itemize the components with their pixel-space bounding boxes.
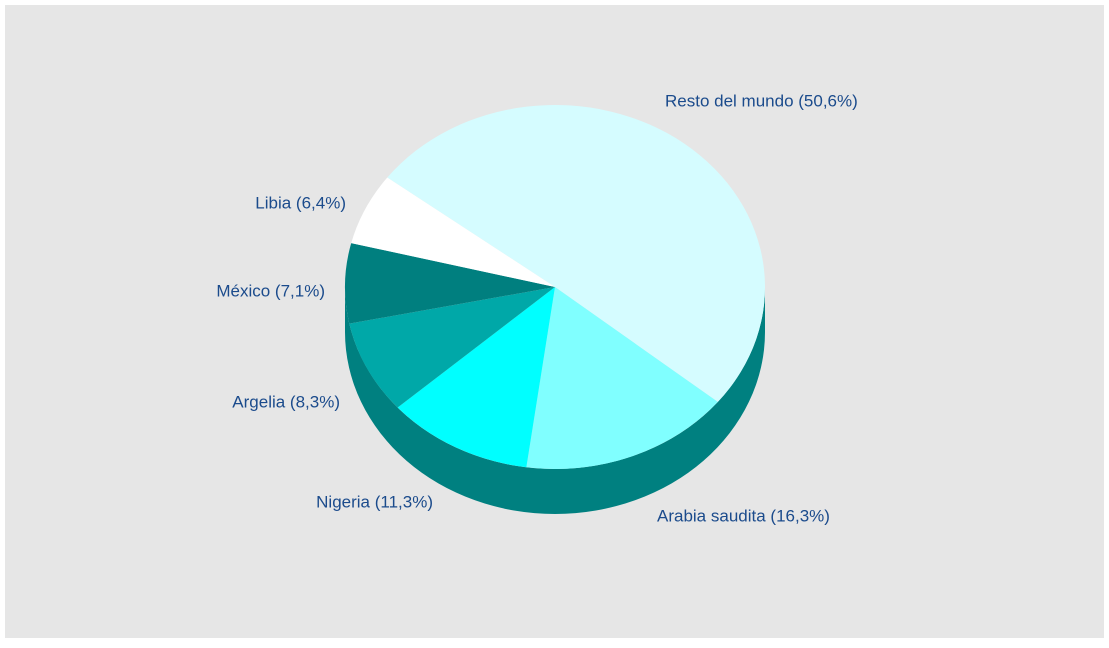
pie-slice xyxy=(397,287,555,468)
slice-label: México (7,1%) xyxy=(216,281,325,300)
pie-side xyxy=(345,287,765,514)
slice-label: Argelia (8,3%) xyxy=(232,392,340,411)
slice-label: Arabia saudita (16,3%) xyxy=(657,506,830,525)
pie-slice xyxy=(349,287,555,408)
slice-label: Resto del mundo (50,6%) xyxy=(665,91,858,110)
pie-slice xyxy=(387,105,765,402)
pie-slice xyxy=(526,287,718,469)
pie-slice xyxy=(351,177,555,287)
pie-slice xyxy=(345,243,555,324)
slice-label: Libia (6,4%) xyxy=(255,193,346,212)
slice-label: Nigeria (11,3%) xyxy=(316,492,433,511)
